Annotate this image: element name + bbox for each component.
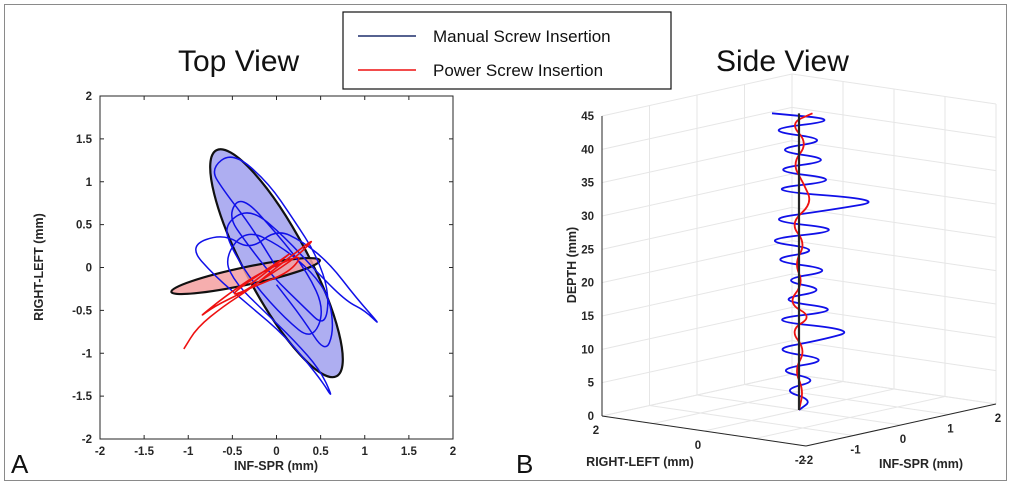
legend-manual-label: Manual Screw Insertion [433, 27, 611, 46]
y-tick-label: 2 [86, 91, 92, 103]
z-tick-label: 35 [581, 178, 594, 190]
panel-label-b: B [516, 449, 533, 479]
legend-power-label: Power Screw Insertion [433, 61, 603, 80]
y-tick-label: -0.5 [72, 305, 92, 317]
z-tick-label: 5 [588, 378, 595, 390]
x-tick-label: 1.5 [401, 446, 418, 458]
side-x-tick-label: -1 [850, 445, 861, 457]
z-tick-label: 40 [581, 144, 594, 156]
side-view-lines [771, 112, 870, 411]
z-tick-label: 10 [581, 344, 594, 356]
side-view-plot: 0 5 10 15 20 25 30 35 40 45 -2 -1 0 1 2 -2 0 2 RIGHT-LEFT… [565, 73, 1001, 471]
side-view-title: Side View [716, 45, 849, 78]
figure-frame [4, 4, 1007, 481]
side-x-tick-label: -2 [803, 455, 813, 467]
z-tick-label: 45 [581, 111, 594, 123]
x-tick-label: 2 [450, 446, 456, 458]
side-grid-line-floor-x [744, 384, 949, 415]
side-y-tick-label: 0 [695, 440, 701, 452]
side-view-ticks: 0 5 10 15 20 25 30 35 40 45 -2 -1 0 1 2 -2 0 2 [581, 111, 1001, 467]
panel-label-a: A [11, 449, 29, 479]
manual-depth-trajectory [771, 112, 870, 411]
side-y-tick-label: 2 [593, 425, 599, 437]
y-tick-label: -1.5 [72, 391, 92, 403]
top-view-title: Top View [178, 45, 300, 78]
z-tick-label: 30 [581, 211, 594, 223]
side-grid-line-floor-y [601, 373, 793, 417]
x-tick-label: 1 [362, 446, 369, 458]
top-view-plot: -2 -1.5 -1 -0.5 0 0.5 1 1.5 2 -2 -1.5 -1 -0.5 0 0.5 1 1.… [32, 91, 456, 473]
side-grid-line-floor-y [652, 381, 844, 424]
y-tick-label: 1 [86, 177, 93, 189]
legend-box [342, 11, 672, 90]
y-tick-label: 1.5 [76, 134, 93, 146]
y-tick-label: 0 [86, 263, 92, 275]
top-view-xlabel: INF-SPR (mm) [234, 459, 318, 473]
power-trajectory-line [183, 240, 313, 350]
z-tick-label: 0 [588, 411, 594, 423]
side-view-ylabel: RIGHT-LEFT (mm) [586, 455, 694, 469]
z-tick-label: 20 [581, 278, 594, 290]
side-x-axis-line [805, 403, 997, 447]
legend: Manual Screw Insertion Power Screw Inser… [342, 11, 672, 90]
x-tick-label: -0.5 [222, 446, 242, 458]
side-view-zlabel: DEPTH (mm) [565, 227, 579, 303]
z-tick-label: 25 [581, 244, 594, 256]
z-tick-label: 15 [581, 311, 594, 323]
side-grid-line-floor-x [791, 373, 997, 405]
top-view-ylabel: RIGHT-LEFT (mm) [32, 213, 46, 321]
x-tick-label: -1.5 [134, 446, 154, 458]
x-tick-label: 0 [273, 446, 279, 458]
top-view-ticks: -2 -1.5 -1 -0.5 0 0.5 1 1.5 2 -2 -1.5 -1 -0.5 0 0.5 1 1.… [72, 91, 456, 458]
side-view-xlabel: INF-SPR (mm) [879, 457, 963, 471]
x-tick-label: -2 [95, 446, 105, 458]
side-y-tick-label: -2 [795, 455, 805, 467]
side-x-tick-label: 2 [995, 413, 1001, 425]
top-view-lines [183, 156, 378, 395]
x-tick-label: -1 [183, 446, 194, 458]
x-tick-label: 0.5 [313, 446, 330, 458]
side-x-tick-label: 0 [900, 434, 906, 446]
y-tick-label: -1 [82, 348, 93, 360]
y-tick-label: 0.5 [76, 220, 93, 232]
side-y-axis-line [601, 415, 807, 447]
side-x-tick-label: 1 [947, 424, 954, 436]
y-tick-label: -2 [82, 434, 92, 446]
